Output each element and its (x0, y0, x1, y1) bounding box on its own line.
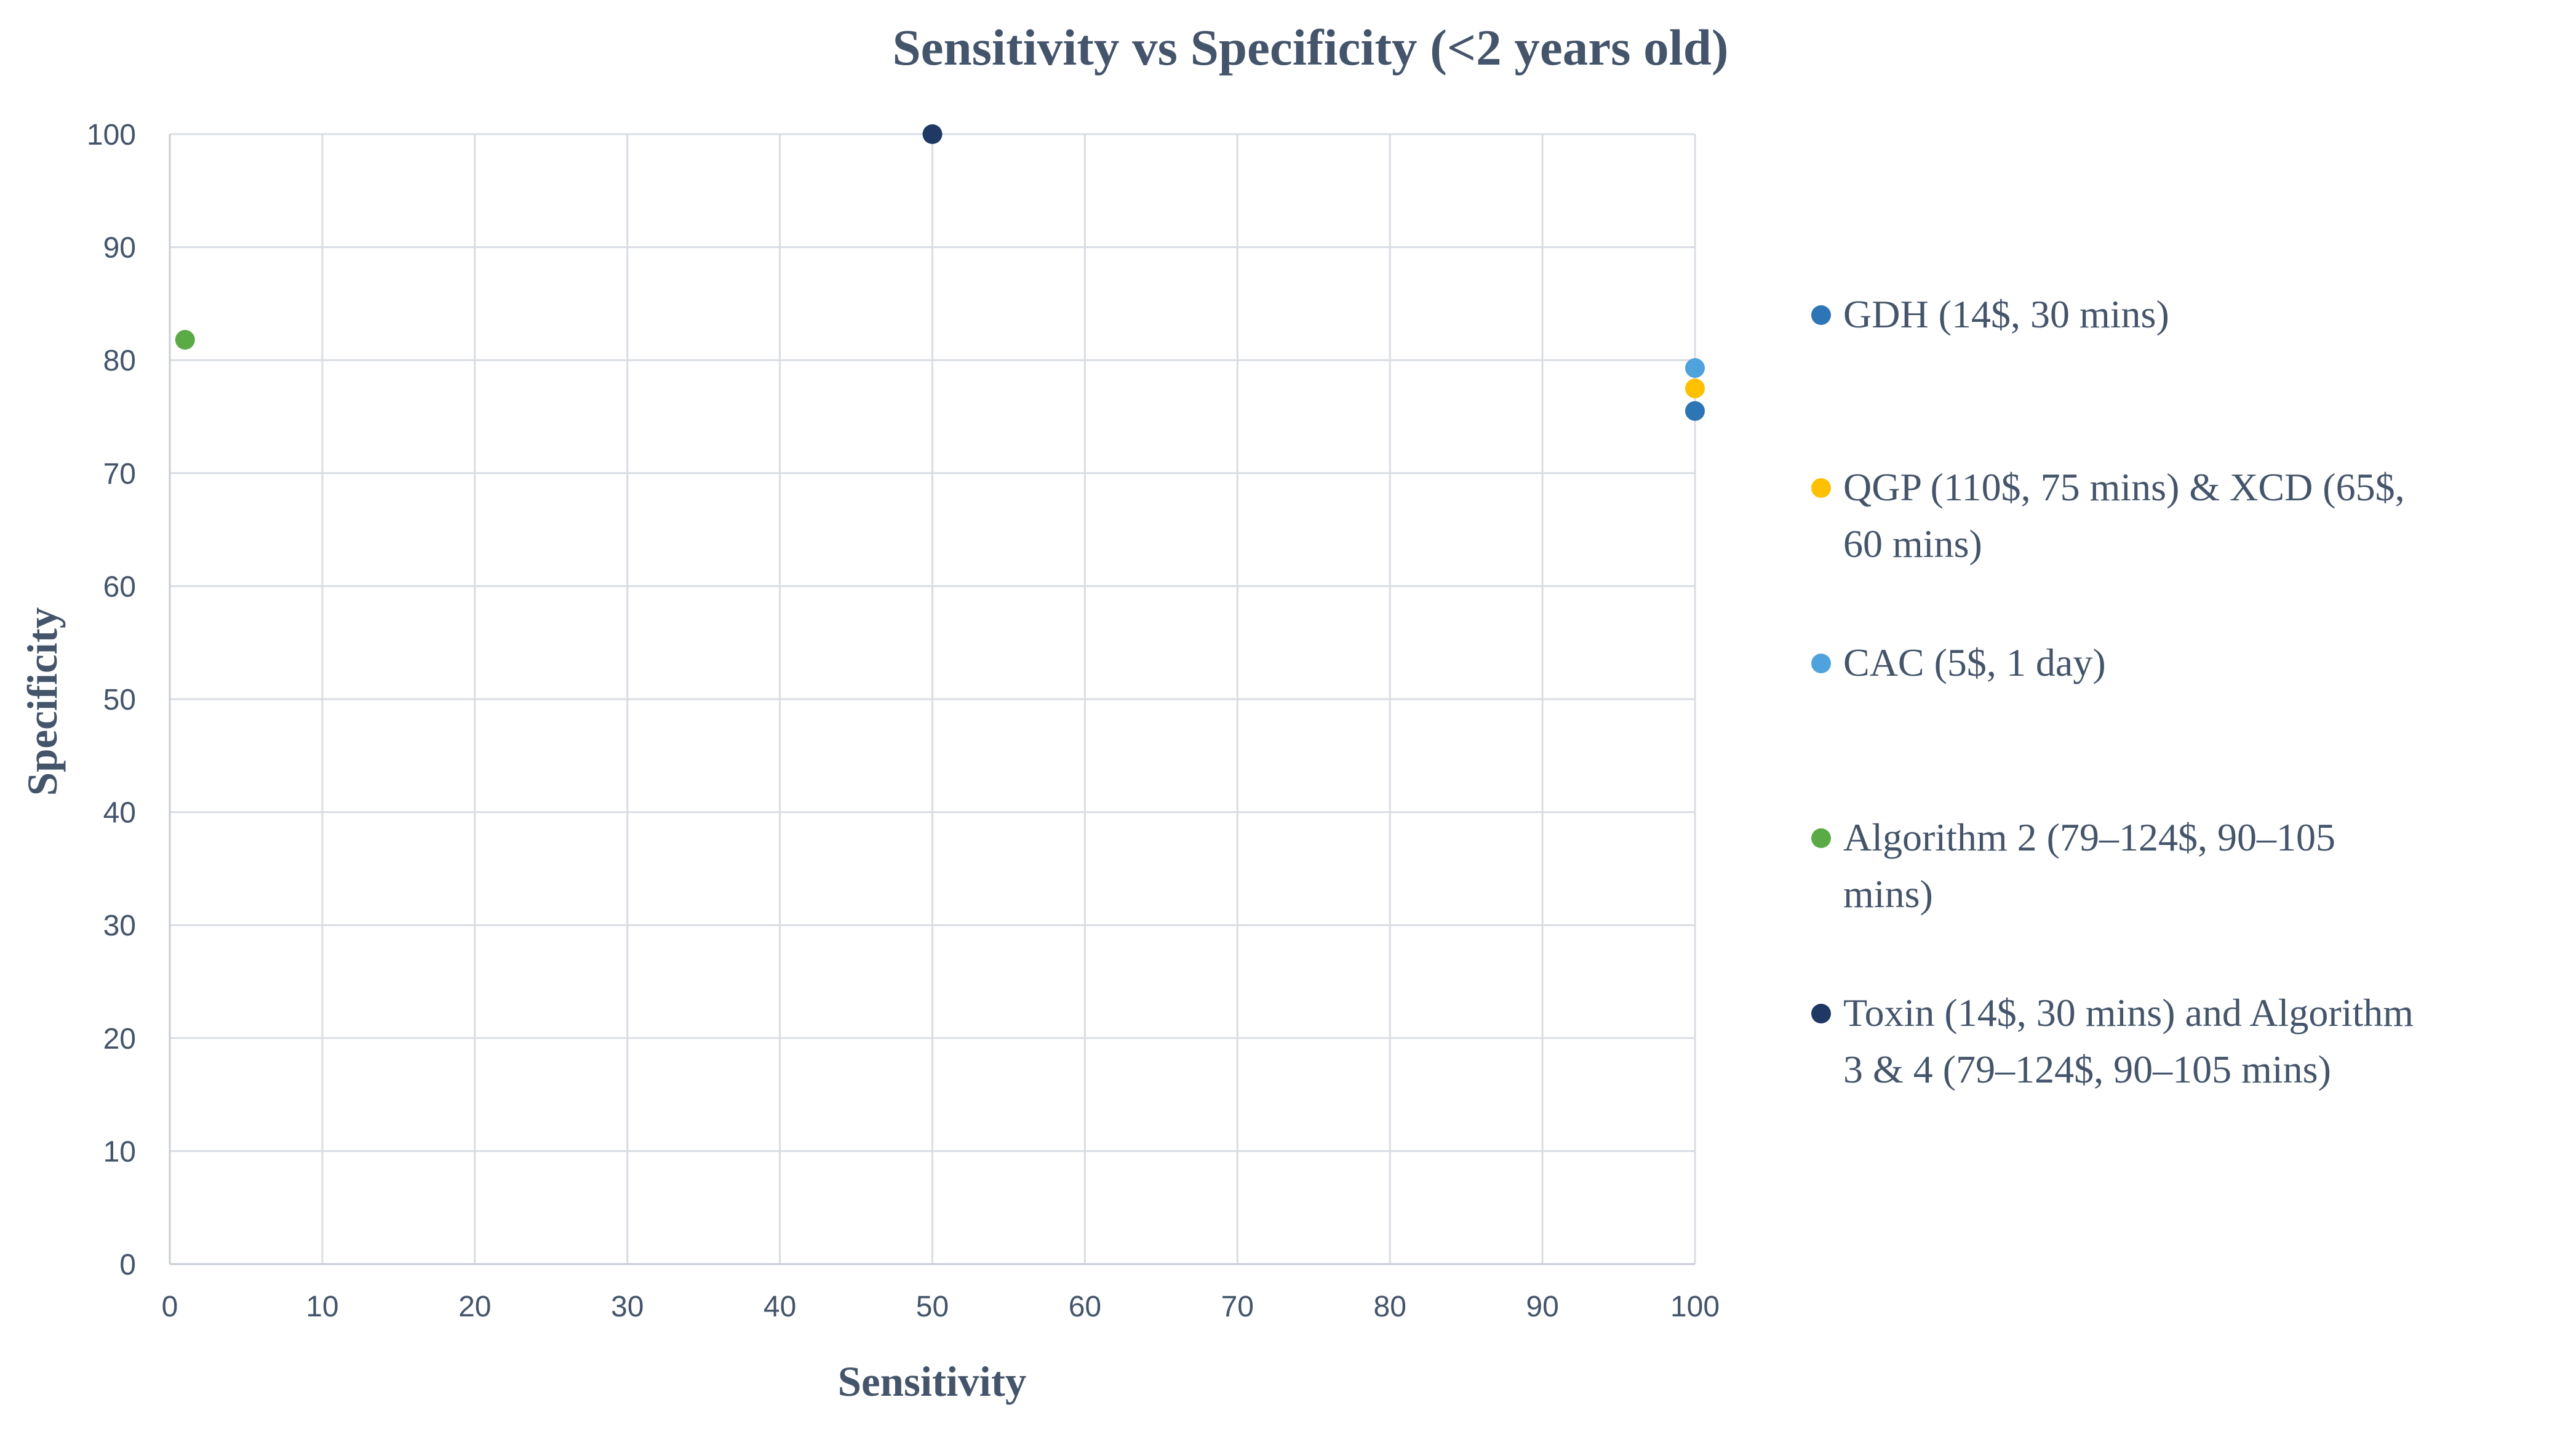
legend-label: 60 mins) (1843, 522, 1982, 566)
legend-label: mins) (1843, 872, 1933, 916)
legend-label: GDH (14$, 30 mins) (1843, 292, 2169, 336)
y-tick-label: 90 (103, 232, 136, 265)
legend-item: Algorithm 2 (79–124$, 90–105 mins) (1811, 815, 2335, 916)
x-tick-label: 30 (611, 1291, 644, 1323)
y-tick-label: 60 (103, 570, 136, 603)
y-tick-label: 70 (103, 458, 136, 490)
y-tick-label: 40 (103, 797, 136, 830)
data-point (1685, 358, 1705, 378)
legend-marker (1811, 478, 1831, 498)
legend-marker (1811, 1004, 1831, 1023)
x-tick-label: 100 (1670, 1291, 1720, 1323)
y-tick-label: 0 (119, 1249, 136, 1281)
x-tick-label: 70 (1221, 1291, 1254, 1323)
x-tick-label: 80 (1374, 1291, 1406, 1323)
legend-marker (1811, 305, 1831, 325)
data-point (175, 330, 195, 350)
x-tick-label: 40 (764, 1291, 796, 1323)
tick-labels: 0 10 20 30 40 50 60 70 80 90 100 0 10 20 30 40 50 60 70 80 9… (87, 119, 1720, 1323)
x-tick-label: 20 (458, 1291, 491, 1323)
y-tick-label: 30 (103, 910, 136, 942)
legend-item: CAC (5$, 1 day) (1811, 641, 2106, 684)
chart-title: Sensitivity vs Specificity (<2 years old… (892, 19, 1728, 76)
y-axis-title: Specificity (19, 607, 66, 796)
data-point (1685, 378, 1705, 399)
axes (169, 134, 1695, 1265)
legend-marker (1811, 828, 1831, 848)
legend: GDH (14$, 30 mins) QGP (110$, 75 mins) & … (1811, 292, 2414, 1091)
legend-item: Toxin (14$, 30 mins) and Algorithm 3 & 4 … (1811, 991, 2414, 1091)
legend-label: CAC (5$, 1 day) (1843, 641, 2106, 684)
legend-marker (1811, 654, 1831, 673)
x-tick-label: 60 (1069, 1291, 1101, 1323)
y-tick-label: 10 (103, 1135, 136, 1168)
legend-label: QGP (110$, 75 mins) & XCD (65$, (1843, 465, 2405, 509)
y-tick-label: 100 (87, 119, 136, 151)
data-point (1685, 401, 1705, 421)
data-points (175, 124, 1705, 421)
y-tick-label: 20 (103, 1023, 136, 1055)
x-tick-label: 90 (1526, 1291, 1558, 1323)
legend-item: QGP (110$, 75 mins) & XCD (65$, 60 mins) (1811, 465, 2405, 566)
legend-label: Toxin (14$, 30 mins) and Algorithm (1843, 991, 2414, 1035)
data-point (922, 124, 943, 144)
y-tick-label: 80 (103, 345, 136, 377)
gridlines (170, 133, 1696, 1264)
legend-item: GDH (14$, 30 mins) (1811, 292, 2169, 336)
x-axis-title: Sensitivity (838, 1358, 1027, 1405)
x-tick-label: 50 (916, 1291, 949, 1323)
x-tick-label: 10 (306, 1291, 338, 1323)
legend-label: Algorithm 2 (79–124$, 90–105 (1843, 815, 2335, 859)
y-tick-label: 50 (103, 684, 136, 716)
x-tick-label: 0 (162, 1291, 178, 1323)
legend-label: 3 & 4 (79–124$, 90–105 mins) (1843, 1047, 2331, 1091)
